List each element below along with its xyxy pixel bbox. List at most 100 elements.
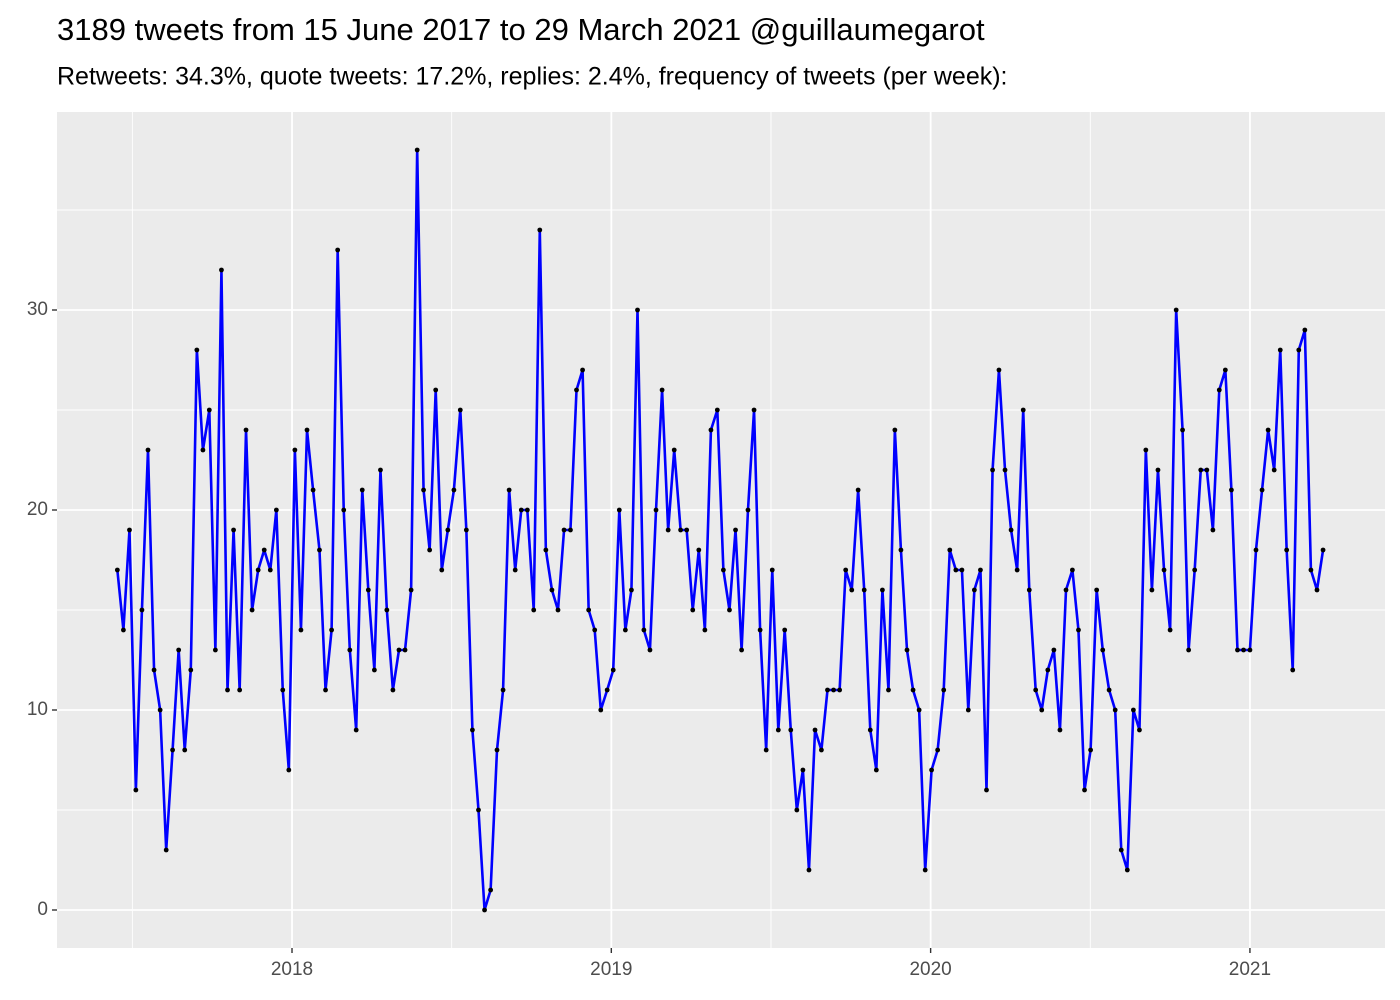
point <box>1026 587 1032 593</box>
point <box>727 607 732 613</box>
point <box>470 727 475 733</box>
point <box>935 747 941 753</box>
point <box>310 487 316 493</box>
point <box>929 767 934 773</box>
point <box>114 567 120 573</box>
point <box>598 707 604 713</box>
point <box>806 867 812 873</box>
point <box>635 307 640 313</box>
point <box>1192 567 1198 573</box>
point <box>500 687 506 693</box>
point <box>745 507 751 513</box>
point <box>561 527 567 533</box>
x-tick-label: 2019 <box>590 959 632 980</box>
point <box>1155 467 1161 473</box>
point <box>922 867 928 873</box>
point <box>592 627 598 633</box>
point <box>506 487 512 493</box>
point <box>855 487 861 493</box>
point <box>941 687 947 693</box>
point <box>1198 467 1204 473</box>
chart-subtitle: Retweets: 34.3%, quote tweets: 17.2%, re… <box>57 63 1008 91</box>
point <box>292 447 298 453</box>
point <box>280 687 286 693</box>
point <box>984 787 989 793</box>
point <box>212 647 218 653</box>
point <box>671 447 677 453</box>
point <box>176 647 182 653</box>
point <box>1235 647 1240 653</box>
point <box>286 767 292 773</box>
point <box>665 527 671 533</box>
point <box>831 687 836 693</box>
point <box>1167 627 1173 633</box>
point <box>549 587 555 593</box>
point <box>867 727 873 733</box>
point <box>317 547 322 553</box>
point <box>371 667 377 673</box>
point <box>892 427 898 433</box>
point <box>1100 647 1106 653</box>
point <box>978 567 983 573</box>
point <box>518 507 524 513</box>
y-tick-label: 20 <box>27 499 48 520</box>
point <box>206 407 212 413</box>
point <box>482 907 487 913</box>
point <box>953 567 959 573</box>
point <box>1222 367 1228 373</box>
point <box>408 587 414 593</box>
point <box>604 687 610 693</box>
point <box>1002 467 1008 473</box>
point <box>825 687 830 693</box>
point <box>531 607 537 613</box>
point <box>524 507 530 513</box>
point <box>323 687 328 693</box>
point <box>714 407 720 413</box>
point <box>568 527 573 533</box>
point <box>476 807 481 813</box>
point <box>794 807 800 813</box>
point <box>800 767 806 773</box>
point <box>1216 387 1222 393</box>
point <box>1124 867 1130 873</box>
point <box>843 567 849 573</box>
point <box>782 627 788 633</box>
point <box>396 647 402 653</box>
point <box>861 587 867 593</box>
point <box>684 527 690 533</box>
point <box>194 347 200 353</box>
point <box>139 607 145 613</box>
point <box>757 627 763 633</box>
point <box>133 787 139 793</box>
point <box>1045 667 1051 673</box>
point <box>145 447 151 453</box>
point <box>151 667 157 673</box>
point <box>1063 587 1069 593</box>
point <box>243 427 249 433</box>
point <box>1149 587 1155 593</box>
point <box>1130 707 1136 713</box>
point <box>641 627 647 633</box>
point <box>1210 527 1216 533</box>
point <box>769 567 775 573</box>
point <box>1247 647 1253 653</box>
point <box>512 567 518 573</box>
point <box>696 547 702 553</box>
point <box>390 687 396 693</box>
point <box>1094 587 1100 593</box>
point <box>739 647 744 653</box>
point <box>1314 587 1320 593</box>
point <box>1320 547 1326 553</box>
point <box>1265 427 1271 433</box>
point <box>819 747 824 753</box>
point <box>647 647 653 653</box>
point <box>384 607 390 613</box>
point <box>347 647 353 653</box>
point <box>880 587 885 593</box>
point <box>916 707 922 713</box>
point <box>898 547 904 553</box>
point <box>255 567 261 573</box>
point <box>298 627 304 633</box>
point <box>439 567 445 573</box>
point <box>237 687 243 693</box>
